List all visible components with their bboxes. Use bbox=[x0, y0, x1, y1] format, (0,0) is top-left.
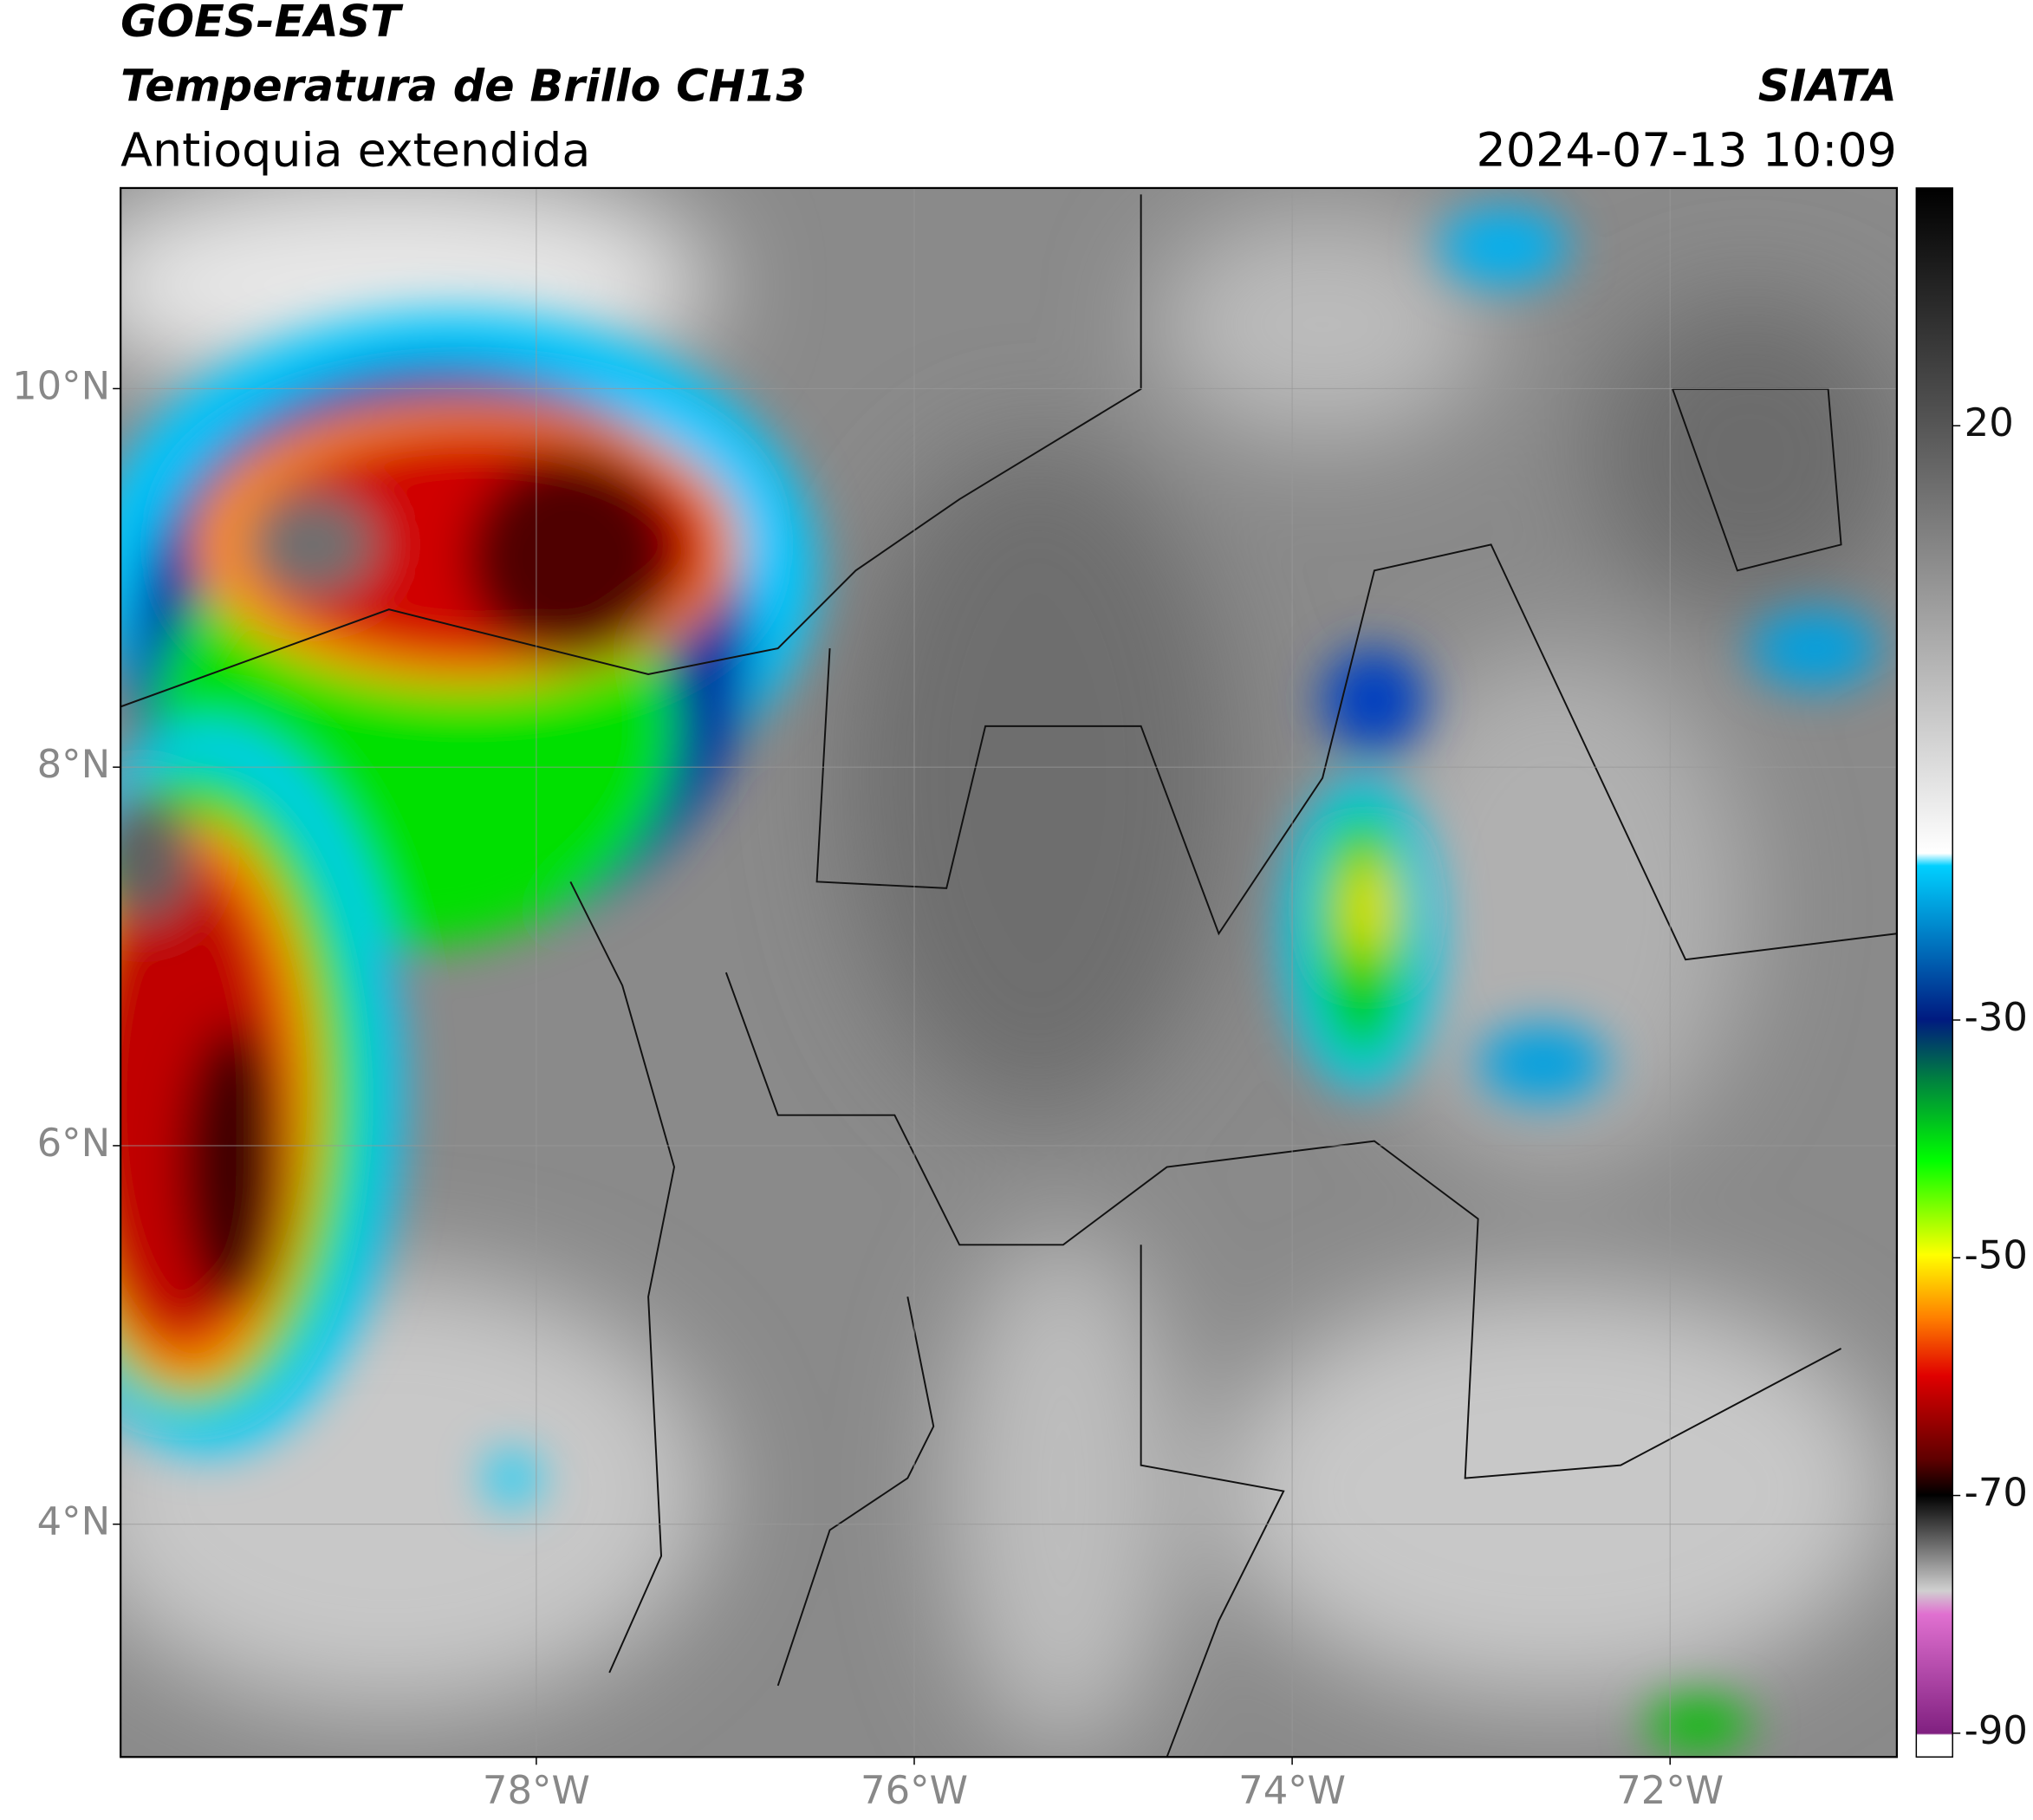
y-tick-label: 4°N bbox=[37, 1498, 111, 1544]
y-tick-label: 8°N bbox=[37, 741, 111, 787]
x-tick-label: 72°W bbox=[1616, 1767, 1724, 1813]
y-tick-label: 10°N bbox=[12, 362, 110, 408]
colorbar-tick-label: -70 bbox=[1965, 1470, 2028, 1516]
colorbar-tick-label: -90 bbox=[1965, 1707, 2028, 1753]
x-tick-label: 76°W bbox=[861, 1767, 968, 1813]
colorbar-tick-label: -50 bbox=[1965, 1232, 2028, 1277]
title: GOES-EAST bbox=[120, 0, 404, 47]
source: SIATA bbox=[1758, 61, 1897, 112]
region: Antioquia extendida bbox=[120, 123, 590, 178]
satellite-image bbox=[120, 187, 1897, 1758]
subtitle: Temperatura de Brillo CH13 bbox=[120, 61, 807, 112]
colorbar-tick-label: -30 bbox=[1965, 994, 2028, 1040]
graticule bbox=[120, 187, 1897, 1758]
datetime: 2024-07-13 10:09 bbox=[1477, 123, 1897, 178]
colorbar bbox=[1915, 187, 1953, 1758]
x-tick-label: 78°W bbox=[483, 1767, 590, 1813]
x-tick-label: 74°W bbox=[1238, 1767, 1346, 1813]
borders bbox=[120, 194, 1897, 1758]
colorbar-tick-label: 20 bbox=[1965, 400, 2014, 445]
map-frame bbox=[120, 186, 1899, 1758]
y-tick-label: 6°N bbox=[37, 1120, 111, 1166]
